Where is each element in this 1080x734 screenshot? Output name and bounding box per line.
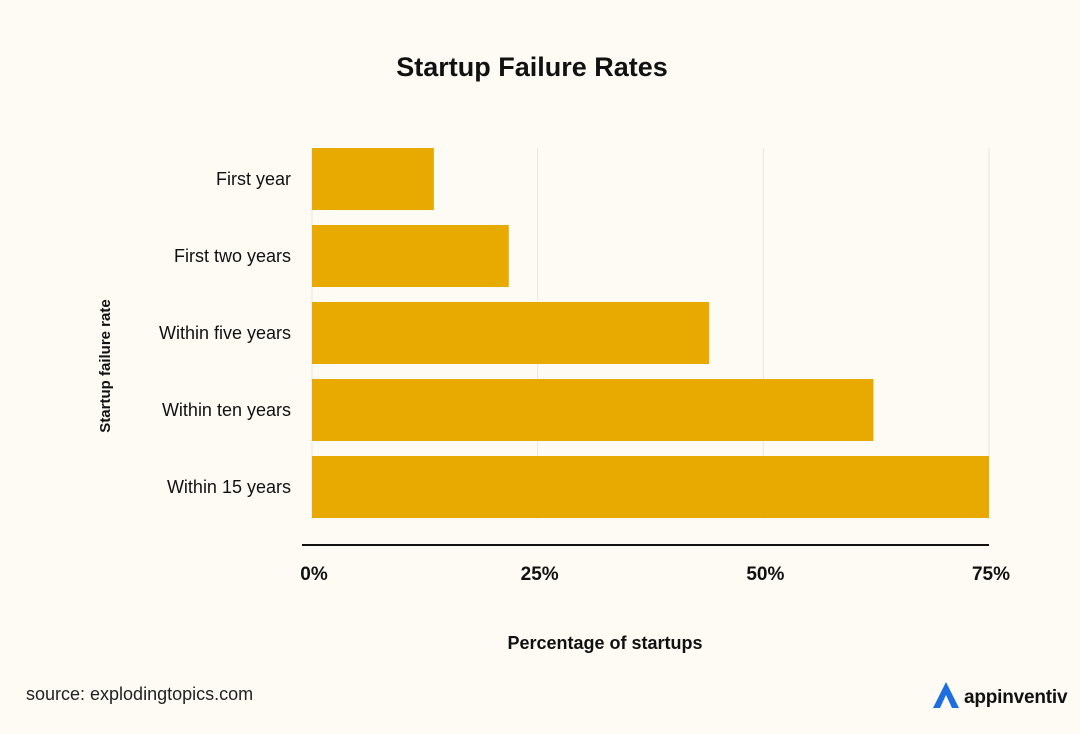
bar [312, 456, 989, 518]
category-label: Within five years [159, 323, 291, 343]
category-label: Within ten years [162, 400, 291, 420]
x-tick-label: 25% [521, 564, 559, 585]
x-axis-label: Percentage of startups [507, 633, 702, 653]
brand-name: appinventiv [964, 686, 1068, 708]
appinventiv-logo-icon [932, 680, 960, 715]
bar [312, 225, 509, 287]
x-tick-label: 50% [746, 564, 784, 585]
category-label: Within 15 years [167, 477, 291, 497]
y-axis-label: Startup failure rate [97, 299, 114, 432]
category-label: First two years [174, 246, 291, 266]
x-tick-labels: 0% 25% 50% 75% [300, 564, 1010, 585]
bar [312, 302, 710, 364]
category-labels: First year First two years Within five yea… [159, 169, 291, 497]
x-tick-label: 75% [972, 564, 1010, 585]
x-tick-label: 0% [300, 564, 328, 585]
chart-title: Startup Failure Rates [396, 52, 668, 82]
bar [312, 379, 874, 441]
source-note: source: explodingtopics.com [26, 684, 254, 704]
category-label: First year [216, 169, 291, 189]
brand-logo[interactable]: appinventiv [932, 680, 1068, 715]
bar [312, 148, 434, 210]
bars [312, 148, 989, 518]
